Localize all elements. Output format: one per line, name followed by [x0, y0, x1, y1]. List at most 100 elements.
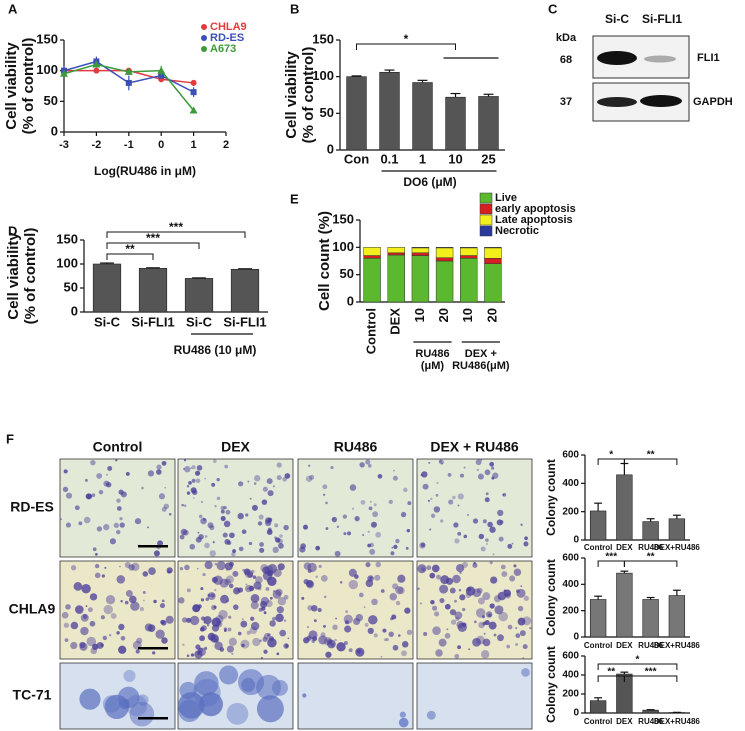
colony: [309, 474, 315, 480]
y-axis-label: Cell viability(% of control): [5, 228, 39, 325]
colony: [213, 605, 217, 609]
colony: [448, 499, 454, 505]
colony: [104, 694, 129, 720]
panel-label: A: [8, 1, 18, 16]
colony: [436, 481, 439, 484]
colony: [184, 466, 191, 473]
colony: [502, 493, 507, 497]
colony: [189, 615, 200, 626]
colony: [435, 493, 439, 497]
colony: [348, 579, 359, 590]
colony: [367, 543, 372, 548]
x-tick-label: -1: [124, 139, 134, 151]
western-blot: C Si-C Si-FLI1 kDa 68 37 FLI1 GAPDH: [548, 1, 733, 122]
protein-label: GAPDH: [693, 96, 733, 108]
colony: [269, 636, 275, 642]
colony: [476, 468, 480, 472]
y-axis-label: Colony count: [544, 559, 558, 636]
colony: [367, 530, 370, 533]
colony: [493, 633, 497, 637]
colony: [102, 635, 108, 641]
colony: [521, 667, 530, 677]
bar-segment: [411, 247, 430, 249]
y-axis-label-line: Colony count: [544, 459, 558, 536]
colony: [517, 617, 526, 626]
column-label: DEX + RU486: [430, 439, 519, 455]
legend-marker: [201, 24, 207, 30]
colony: [224, 464, 228, 469]
colony: [369, 548, 376, 555]
x-tick-label: 20: [484, 308, 499, 322]
colony: [123, 669, 136, 682]
colony: [359, 462, 365, 468]
panel-label: B: [290, 1, 299, 16]
colony: [186, 588, 191, 593]
colony: [210, 634, 219, 643]
colony: [244, 584, 253, 593]
y-axis-label-line: Cell count (%): [316, 211, 333, 311]
colony: [523, 541, 529, 547]
colony: [212, 541, 215, 544]
bar: [589, 510, 607, 541]
colony: [131, 562, 140, 571]
colony: [306, 580, 315, 589]
colony: [116, 498, 121, 503]
colony: [81, 583, 91, 594]
colony: [423, 631, 428, 637]
colony: [161, 599, 165, 603]
x-tick-label: -3: [59, 139, 69, 151]
bar-segment: [411, 252, 430, 256]
y-tick-label: 200: [562, 689, 579, 700]
column-label: Control: [93, 439, 143, 455]
colony: [186, 485, 190, 488]
x-tick-label: DEX+RU486: [654, 641, 701, 650]
y-tick-label: 150: [312, 31, 334, 46]
colony: [215, 620, 223, 628]
colony: [237, 587, 244, 593]
colony: [214, 641, 223, 651]
y-tick-label: 100: [312, 68, 334, 83]
colony: [113, 522, 119, 529]
colony: [103, 604, 113, 615]
bar: [589, 700, 607, 714]
colony: [465, 592, 472, 598]
group-label: (μM): [421, 360, 445, 372]
colony: [345, 610, 349, 614]
band: [644, 55, 676, 63]
colony: [200, 598, 205, 602]
colony: [231, 552, 236, 557]
x-tick-label: 25: [481, 151, 495, 166]
colony: [426, 710, 436, 720]
colony: [406, 629, 413, 635]
colony: [516, 589, 520, 594]
colony: [240, 620, 248, 628]
colony: [223, 506, 227, 510]
colony: [204, 477, 207, 480]
colony: [498, 611, 508, 622]
colony: [305, 475, 313, 482]
colony: [388, 499, 393, 505]
colony: [496, 519, 503, 526]
colony: [327, 639, 336, 649]
colony: [436, 574, 441, 580]
colony: [184, 564, 190, 571]
significance-label: **: [607, 667, 615, 678]
marker: [189, 106, 198, 114]
colony: [119, 522, 125, 528]
colony: [523, 595, 529, 601]
colony: [70, 641, 78, 650]
colony: [74, 505, 80, 511]
colony: [96, 526, 103, 532]
colony: [457, 645, 462, 650]
legend-label: Late apoptosis: [495, 214, 573, 226]
row-label: TC-71: [13, 687, 52, 703]
colony: [457, 493, 464, 500]
colony: [198, 534, 204, 540]
colony: [103, 523, 110, 531]
colony: [497, 591, 507, 601]
row-label: CHLA9: [9, 601, 56, 617]
colony: [155, 629, 165, 639]
bar-segment: [435, 247, 454, 258]
colony: [439, 584, 449, 594]
colony: [65, 604, 71, 610]
